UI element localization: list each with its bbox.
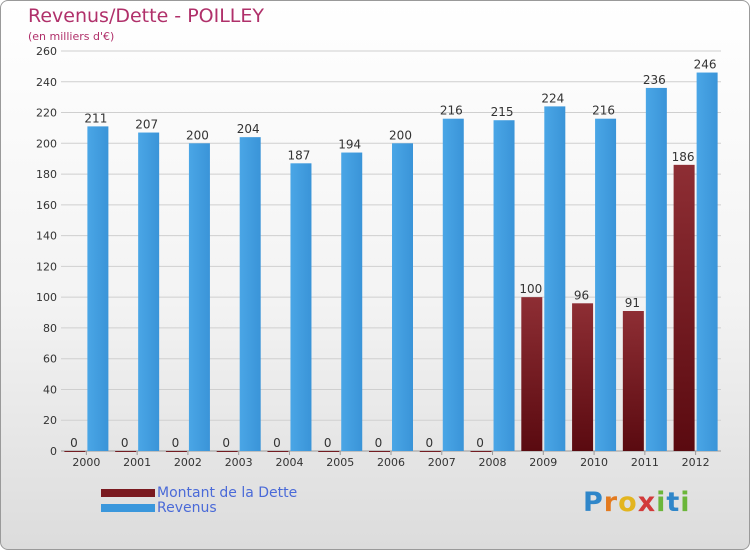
data-label-dette: 0: [375, 436, 383, 450]
logo-letter: P: [583, 487, 604, 518]
bar-dette: [165, 451, 187, 452]
data-label-revenus: 200: [186, 128, 209, 142]
x-tick-label: 2004: [275, 456, 303, 469]
logo-letter: x: [637, 487, 657, 518]
data-label-dette: 0: [70, 436, 78, 450]
data-label-revenus: 236: [643, 73, 666, 87]
bar-dette: [673, 164, 695, 451]
legend-swatch-dette: [101, 488, 155, 497]
x-tick-label: 2007: [428, 456, 456, 469]
data-label-revenus: 215: [491, 105, 514, 119]
y-tick-label: 120: [36, 260, 57, 273]
x-tick-label: 2010: [580, 456, 608, 469]
data-label-revenus: 211: [84, 111, 107, 125]
y-tick-label: 40: [43, 383, 57, 396]
data-label-revenus: 187: [288, 148, 311, 162]
data-label-dette: 0: [324, 436, 332, 450]
logo-letter: o: [618, 487, 638, 518]
y-tick-label: 0: [50, 445, 57, 458]
data-label-revenus: 204: [237, 122, 260, 136]
y-tick-label: 240: [36, 76, 57, 89]
chart-title: Revenus/Dette - POILLEY: [28, 5, 264, 27]
bar-dette: [369, 451, 390, 452]
bar-revenus: [493, 120, 515, 451]
x-tick-label: 2002: [174, 456, 202, 469]
bar-revenus: [595, 118, 617, 451]
x-tick-label: 2000: [72, 456, 100, 469]
y-tick-label: 160: [36, 199, 57, 212]
data-label-revenus: 246: [694, 58, 717, 72]
data-label-revenus: 216: [592, 104, 615, 118]
x-tick-label: 2011: [631, 456, 659, 469]
legend: Montant de la Dette Revenus: [101, 484, 298, 516]
logo-letter: r: [603, 487, 619, 518]
legend-label-dette: Montant de la Dette: [157, 484, 298, 501]
chart-subtitle: (en milliers d'€): [28, 30, 115, 43]
bar-dette: [64, 451, 86, 452]
y-tick-label: 20: [43, 414, 57, 427]
logo-letter: i: [680, 487, 691, 518]
y-tick-label: 100: [36, 291, 57, 304]
legend-swatch-revenus: [101, 503, 155, 512]
data-label-dette: 0: [172, 436, 180, 450]
data-label-dette: 0: [425, 436, 433, 450]
legend-label-revenus: Revenus: [157, 499, 217, 516]
legend-item-revenus: Revenus: [101, 499, 297, 516]
legend-item-dette: Montant de la Dette: [101, 484, 298, 501]
x-tick-label: 2003: [225, 456, 253, 469]
y-tick-label: 140: [36, 230, 57, 243]
data-label-dette: 186: [672, 150, 695, 164]
bar-dette: [470, 451, 492, 452]
bar-revenus: [239, 137, 261, 451]
bar-dette: [572, 303, 594, 451]
data-label-dette: 0: [121, 436, 129, 450]
bar-dette: [419, 451, 441, 452]
data-label-revenus: 200: [389, 128, 412, 142]
x-tick-label: 2006: [377, 456, 405, 469]
data-label-dette: 0: [273, 436, 281, 450]
bar-revenus: [645, 87, 667, 451]
x-tick-label: 2012: [682, 456, 710, 469]
y-tick-label: 60: [43, 353, 57, 366]
proxiti-logo: Proxiti: [583, 487, 691, 518]
data-label-revenus: 207: [135, 118, 158, 132]
y-tick-label: 200: [36, 137, 57, 150]
data-label-dette: 0: [476, 436, 484, 450]
bar-dette: [267, 451, 289, 452]
bar-revenus: [138, 132, 160, 452]
data-label-revenus: 194: [338, 138, 361, 152]
bar-dette: [521, 297, 543, 451]
logo-letter: t: [666, 487, 681, 518]
y-tick-label: 260: [36, 45, 57, 58]
bar-revenus: [392, 143, 413, 452]
data-label-revenus: 224: [541, 91, 564, 105]
data-label-dette: 91: [625, 296, 640, 310]
y-tick-label: 80: [43, 322, 57, 335]
bar-revenus: [290, 163, 312, 452]
y-tick-label: 220: [36, 107, 57, 120]
x-tick-label: 2001: [123, 456, 151, 469]
bar-revenus: [442, 118, 464, 451]
data-label-dette: 100: [519, 282, 542, 296]
x-tick-label: 2005: [326, 456, 354, 469]
bar-dette: [318, 451, 340, 452]
bar-dette: [622, 311, 644, 451]
data-label-dette: 96: [574, 288, 589, 302]
data-label-revenus: 216: [440, 104, 463, 118]
x-tick-label: 2009: [529, 456, 557, 469]
bar-dette: [115, 451, 137, 452]
bar-revenus: [188, 143, 210, 452]
x-tick-label: 2008: [479, 456, 507, 469]
y-tick-label: 180: [36, 168, 57, 181]
bar-revenus: [341, 152, 363, 452]
bar-revenus: [87, 126, 109, 451]
logo-letter: i: [656, 487, 667, 518]
bar-revenus: [544, 106, 566, 451]
data-label-dette: 0: [222, 436, 230, 450]
bar-revenus: [696, 72, 718, 452]
bar-dette: [216, 451, 238, 452]
